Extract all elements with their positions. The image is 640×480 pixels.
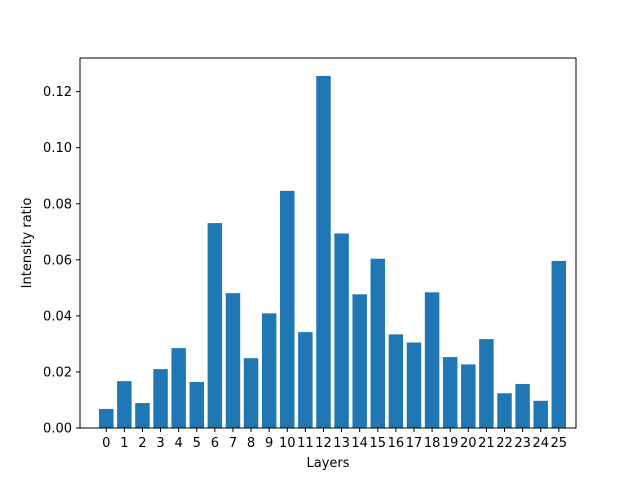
x-axis: 0 1 2 3 4 5 6 7 8 9 10 11 12 13 14 15 16 17 18 19 20 21 22 23 24…	[102, 428, 567, 451]
bar-layer-20	[461, 364, 476, 428]
bar-layer-1	[117, 381, 132, 428]
x-tick-label: 5	[193, 436, 201, 451]
x-tick-label: 25	[551, 436, 568, 451]
x-tick-label: 16	[388, 436, 405, 451]
bar-layer-12	[316, 75, 331, 428]
y-tick-label: 0.12	[43, 85, 72, 100]
x-tick-label: 4	[175, 436, 183, 451]
x-tick-label: 14	[351, 436, 368, 451]
bar-layer-5	[189, 382, 204, 428]
y-tick-label: 0.00	[43, 422, 72, 437]
bar-layer-4	[171, 348, 186, 428]
y-axis-label: Intensity ratio	[20, 198, 35, 289]
bars-group	[99, 75, 567, 428]
x-tick-label: 18	[424, 436, 441, 451]
bar-layer-6	[207, 223, 223, 428]
bar-layer-3	[153, 369, 168, 428]
x-tick-label: 1	[120, 436, 128, 451]
x-tick-label: 8	[247, 436, 255, 451]
x-tick-label: 23	[514, 436, 531, 451]
x-axis-label: Layers	[306, 456, 349, 471]
bar-layer-7	[225, 293, 241, 428]
x-tick-label: 2	[138, 436, 146, 451]
bar-layer-23	[515, 383, 530, 428]
y-axis: 0.00 0.02 0.04 0.06 0.08 0.10 0.12	[43, 85, 80, 437]
x-tick-label: 21	[478, 436, 495, 451]
bar-layer-15	[370, 258, 386, 428]
bar-layer-11	[298, 332, 313, 428]
x-tick-label: 20	[460, 436, 477, 451]
bar-layer-24	[533, 400, 548, 428]
bar-layer-22	[497, 393, 512, 428]
bar-layer-21	[479, 339, 494, 428]
y-tick-label: 0.04	[43, 309, 72, 324]
x-tick-label: 12	[315, 436, 332, 451]
y-tick-label: 0.06	[43, 253, 72, 268]
bar-layer-8	[243, 358, 259, 428]
bar-layer-25	[551, 260, 567, 428]
bar-layer-0	[99, 408, 114, 428]
bar-layer-2	[135, 403, 150, 428]
plot-frame	[79, 57, 577, 429]
x-tick-label: 10	[279, 436, 296, 451]
bar-layer-19	[442, 357, 458, 428]
y-tick-label: 0.10	[43, 141, 72, 156]
x-tick-label: 17	[406, 436, 423, 451]
x-tick-label: 0	[102, 436, 110, 451]
bar-layer-9	[261, 313, 277, 428]
bar-layer-18	[424, 292, 440, 428]
x-tick-label: 22	[496, 436, 513, 451]
x-tick-label: 6	[211, 436, 219, 451]
bar-layer-14	[352, 294, 367, 428]
bar-layer-16	[388, 334, 404, 428]
y-tick-label: 0.02	[43, 365, 72, 380]
bar-layer-10	[280, 190, 295, 428]
x-tick-label: 7	[229, 436, 237, 451]
bar-layer-13	[334, 233, 349, 428]
x-tick-label: 9	[265, 436, 273, 451]
x-tick-label: 24	[532, 436, 549, 451]
y-tick-label: 0.08	[43, 197, 72, 212]
x-tick-label: 13	[333, 436, 350, 451]
bar-layer-17	[406, 342, 422, 428]
x-tick-label: 15	[370, 436, 387, 451]
x-tick-label: 11	[297, 436, 314, 451]
x-tick-label: 3	[156, 436, 164, 451]
x-tick-label: 19	[442, 436, 459, 451]
